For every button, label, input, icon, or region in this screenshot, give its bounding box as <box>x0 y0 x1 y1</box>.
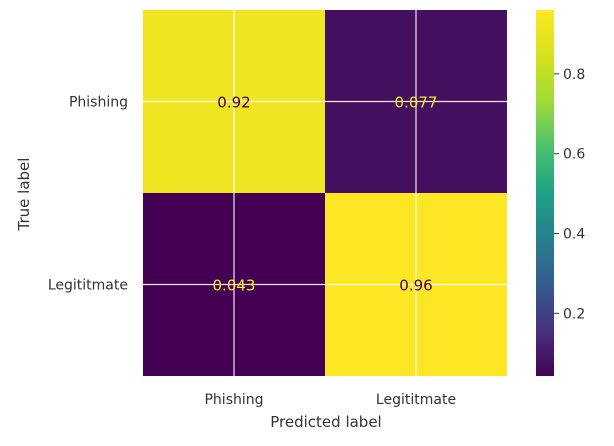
colorbar-ticks: 0.2 0.4 0.6 0.8 <box>554 67 585 322</box>
y-tick-label: Phishing <box>69 95 128 111</box>
colorbar-tick-label: 0.2 <box>563 306 585 322</box>
cell-value-labels: 0.92 0.077 0.043 0.96 <box>213 94 438 295</box>
x-tick-label: Legititmate <box>376 392 456 408</box>
x-axis-label: Predicted label <box>270 413 381 431</box>
colorbar <box>536 10 554 376</box>
heatmap-cells <box>143 10 507 376</box>
cell-value-label: 0.96 <box>399 277 432 295</box>
x-tick-labels: Phishing Legititmate <box>204 392 456 408</box>
colorbar-tick-label: 0.8 <box>563 67 585 83</box>
y-tick-labels: Phishing Legititmate <box>48 95 128 294</box>
cell-value-label: 0.92 <box>217 94 250 112</box>
grid-lines <box>143 10 507 376</box>
colorbar-gradient <box>536 10 554 376</box>
colorbar-tick-label: 0.4 <box>563 227 585 243</box>
y-tick-label: Legititmate <box>48 278 128 294</box>
colorbar-tick-label: 0.6 <box>563 147 585 163</box>
cell-value-label: 0.077 <box>395 94 438 112</box>
x-tick-label: Phishing <box>204 392 263 408</box>
cell-value-label: 0.043 <box>213 277 256 295</box>
y-axis-label: True label <box>15 158 33 232</box>
